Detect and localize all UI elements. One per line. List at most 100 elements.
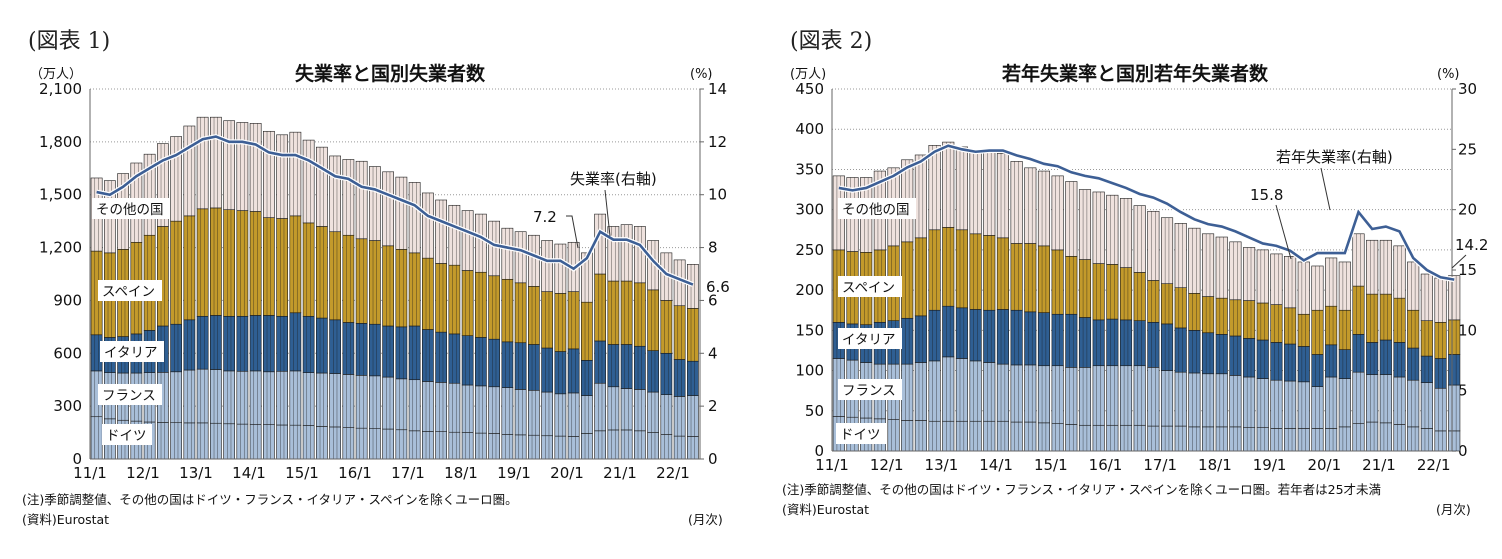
- bar-segment-4: [996, 153, 1009, 239]
- bar-segment-4: [316, 146, 328, 227]
- annotation-leader: [604, 189, 611, 237]
- bar-segment-1: [1434, 387, 1447, 432]
- bar-segment-0: [1448, 430, 1461, 452]
- bar-segment-1: [1311, 386, 1324, 429]
- bar-segment-4: [1284, 256, 1297, 309]
- bar-segment-1: [183, 369, 196, 424]
- bar-segment-4: [435, 199, 447, 264]
- left-tick-label: 450: [795, 80, 824, 98]
- bar-segment-3: [647, 289, 659, 351]
- bar-segment-2: [1037, 312, 1051, 367]
- bar-segment-4: [488, 220, 500, 277]
- bar-segment-4: [1147, 210, 1160, 281]
- right-tick-label: 8: [708, 239, 718, 257]
- bar-segment-3: [170, 220, 182, 325]
- bar-segment-1: [1243, 376, 1256, 428]
- bar-segment-2: [660, 352, 673, 395]
- bar-segment-4: [1366, 239, 1379, 295]
- bar-segment-0: [1065, 424, 1078, 452]
- bar-segment-0: [687, 436, 699, 460]
- bar-segment-2: [1092, 319, 1105, 367]
- bar-segment-3: [594, 273, 606, 342]
- bar-segment-4: [1215, 236, 1228, 299]
- bar-segment-1: [607, 386, 620, 431]
- bar-segment-2: [1119, 319, 1133, 367]
- bar-segment-4: [634, 226, 646, 284]
- bar-segment-1: [461, 384, 474, 433]
- bar-segment-1: [395, 378, 408, 431]
- bar-segment-4: [422, 192, 434, 259]
- bar-segment-2: [276, 315, 288, 372]
- bar-segment-4: [355, 160, 368, 240]
- bar-segment-4: [1051, 175, 1064, 251]
- bar-segment-1: [236, 370, 249, 425]
- right-tick-label: 10: [708, 186, 727, 204]
- bar-segment-2: [1407, 347, 1420, 381]
- bar-segment-4: [263, 130, 275, 218]
- bar-segment-3: [620, 280, 633, 345]
- bar-segment-0: [1420, 428, 1433, 452]
- bar-segment-3: [196, 208, 209, 317]
- bar-segment-3: [395, 249, 408, 328]
- bar-segment-2: [1325, 344, 1338, 378]
- bar-segment-1: [1352, 371, 1365, 424]
- bar-segment-0: [1092, 424, 1105, 452]
- bar-segment-0: [316, 426, 328, 460]
- bar-segment-0: [1229, 426, 1242, 452]
- left-tick-label: 600: [53, 344, 82, 362]
- bar-segment-3: [942, 227, 955, 307]
- bar-segment-1: [1393, 376, 1406, 425]
- bar-segment-4: [1160, 217, 1174, 284]
- bar-segment-3: [996, 237, 1009, 310]
- bar-segment-1: [942, 356, 955, 422]
- bar-segment-0: [236, 423, 249, 460]
- bar-segment-4: [329, 155, 341, 233]
- bar-segment-2: [475, 337, 487, 387]
- bar-segment-1: [594, 382, 606, 432]
- bar-segment-1: [1078, 367, 1092, 426]
- bar-segment-3: [1160, 283, 1174, 325]
- bar-segment-1: [673, 396, 686, 437]
- bar-segment-4: [1243, 247, 1256, 301]
- bar-segment-1: [448, 382, 461, 433]
- bar-segment-0: [276, 424, 288, 460]
- bar-segment-0: [1215, 426, 1228, 452]
- bar-segment-1: [634, 389, 646, 432]
- bar-segment-2: [329, 319, 341, 374]
- bar-segment-3: [514, 282, 527, 344]
- bar-segment-3: [408, 252, 421, 327]
- bar-segment-3: [914, 237, 927, 317]
- bar-segment-3: [1379, 293, 1392, 341]
- bar-segment-1: [249, 370, 262, 425]
- x-tick-label: 14/1: [979, 456, 1013, 474]
- bar-segment-1: [1147, 367, 1160, 427]
- bar-segment-3: [276, 218, 288, 317]
- bar-segment-4: [1065, 181, 1078, 257]
- right-axis-unit: (%): [1437, 67, 1460, 82]
- bar-segment-3: [1338, 309, 1351, 350]
- right-tick-label: 5: [1458, 382, 1468, 400]
- bar-segment-2: [581, 360, 593, 396]
- bar-segment-2: [1160, 323, 1174, 371]
- bar-segment-3: [369, 240, 381, 325]
- bar-segment-0: [422, 431, 434, 460]
- bar-segment-0: [1352, 423, 1365, 452]
- bar-segment-1: [660, 394, 673, 435]
- bar-segment-0: [488, 433, 500, 460]
- bar-segment-2: [1024, 311, 1037, 366]
- bar-segment-4: [620, 224, 633, 282]
- bar-segment-3: [501, 278, 514, 343]
- bar-segment-0: [342, 427, 355, 460]
- bar-segment-4: [1037, 170, 1051, 247]
- series-label-box: [92, 198, 170, 219]
- bar-segment-2: [369, 323, 381, 377]
- bar-segment-3: [1420, 320, 1433, 357]
- bar-segment-0: [461, 432, 474, 460]
- bar-segment-2: [1202, 332, 1215, 375]
- bar-segment-4: [1352, 233, 1365, 287]
- series-label: スペイン: [842, 280, 895, 296]
- bar-segment-4: [942, 141, 955, 228]
- bar-segment-2: [435, 331, 447, 383]
- annotation-label: 7.2: [533, 208, 557, 226]
- bar-segment-1: [1229, 375, 1242, 428]
